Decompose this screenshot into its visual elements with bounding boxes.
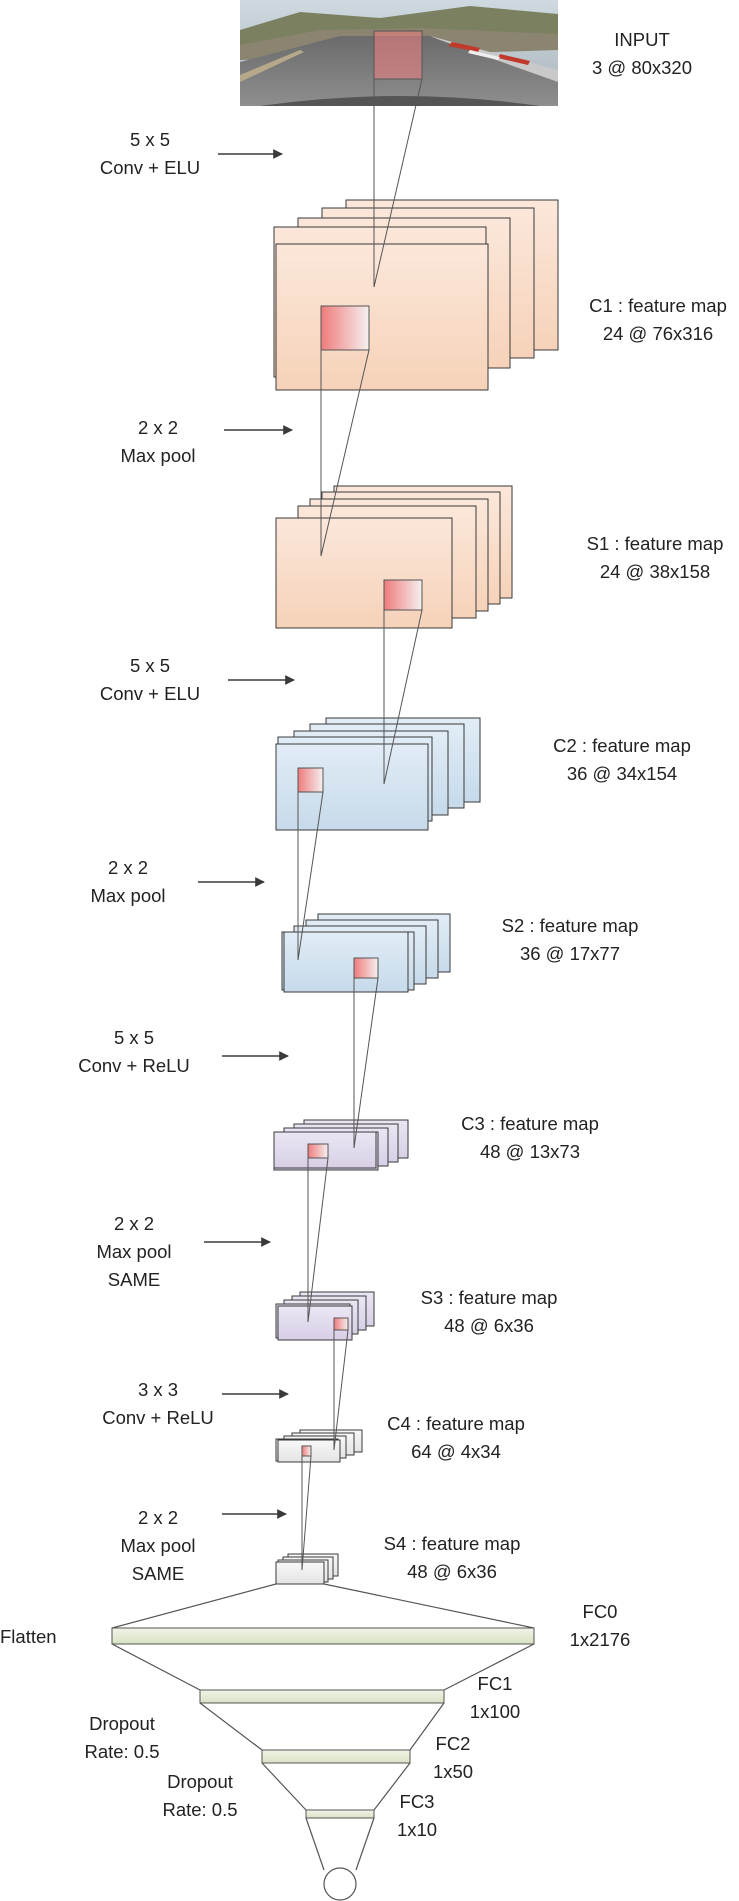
s1-title: S1 : feature map (587, 533, 724, 554)
s3-feature-map-stack (275, 1291, 375, 1341)
c4-feature-map-stack (275, 1429, 363, 1463)
operation-conv-3: 5 x 5 Conv + ReLU (78, 1027, 289, 1076)
s2-feature-map-stack (281, 913, 451, 993)
fc0-name: FC0 (583, 1601, 618, 1622)
operation-pool-1: 2 x 2 Max pool (120, 417, 293, 466)
fc1-size: 1x100 (470, 1701, 520, 1722)
svg-text:5 x 5: 5 x 5 (114, 1027, 154, 1048)
c1-title: C1 : feature map (589, 295, 727, 316)
fc2-size: 1x50 (433, 1761, 473, 1782)
s4-feature-map-stack (275, 1553, 339, 1585)
fc1-bar (199, 1689, 445, 1704)
dropout-2-title: Dropout (167, 1771, 233, 1792)
c4-title: C4 : feature map (387, 1413, 525, 1434)
svg-text:Max pool: Max pool (90, 885, 165, 906)
s3-size: 48 @ 6x36 (444, 1315, 534, 1336)
c2-feature-map-stack (275, 717, 481, 831)
s4-title: S4 : feature map (384, 1533, 521, 1554)
operation-conv-1: 5 x 5 Conv + ELU (100, 129, 283, 178)
svg-text:5 x 5: 5 x 5 (130, 129, 170, 150)
svg-text:2 x 2: 2 x 2 (138, 417, 178, 438)
dropout-1-rate: Rate: 0.5 (84, 1741, 159, 1762)
s2-title: S2 : feature map (502, 915, 639, 936)
fc2-bar (261, 1749, 411, 1764)
c3-size: 48 @ 13x73 (480, 1141, 580, 1162)
c2-size: 36 @ 34x154 (567, 763, 677, 784)
output-node (323, 1867, 357, 1901)
flatten-label: Flatten (0, 1626, 57, 1647)
fc3-name: FC3 (400, 1791, 435, 1812)
c1-feature-map-stack (273, 199, 559, 391)
svg-text:Conv + ReLU: Conv + ReLU (78, 1055, 190, 1076)
receptive-field-lines (297, 78, 423, 1571)
svg-text:Conv + ReLU: Conv + ReLU (102, 1407, 214, 1428)
svg-text:Conv + ELU: Conv + ELU (100, 157, 200, 178)
svg-text:2 x 2: 2 x 2 (114, 1213, 154, 1234)
c3-feature-map-stack (273, 1119, 409, 1171)
fc3-size: 1x10 (397, 1819, 437, 1840)
fc-funnel-lines (111, 1583, 535, 1871)
fc2-name: FC2 (436, 1733, 471, 1754)
operation-pool-3: 2 x 2 Max pool SAME (96, 1213, 271, 1290)
svg-text:2 x 2: 2 x 2 (138, 1507, 178, 1528)
s1-size: 24 @ 38x158 (600, 561, 710, 582)
operation-conv-2: 5 x 5 Conv + ELU (100, 655, 295, 704)
operation-pool-4: 2 x 2 Max pool SAME (120, 1507, 287, 1584)
dropout-1-title: Dropout (89, 1713, 155, 1734)
fc0-size: 1x2176 (570, 1629, 631, 1650)
input-title: INPUT (614, 29, 670, 50)
s1-feature-map-stack (275, 485, 513, 629)
svg-text:SAME: SAME (132, 1563, 184, 1584)
svg-text:SAME: SAME (108, 1269, 160, 1290)
s4-size: 48 @ 6x36 (407, 1561, 497, 1582)
operation-conv-4: 3 x 3 Conv + ReLU (102, 1379, 289, 1428)
svg-text:Max pool: Max pool (96, 1241, 171, 1262)
svg-text:5 x 5: 5 x 5 (130, 655, 170, 676)
svg-text:2 x 2: 2 x 2 (108, 857, 148, 878)
svg-text:Conv + ELU: Conv + ELU (100, 683, 200, 704)
s2-size: 36 @ 17x77 (520, 943, 620, 964)
s3-title: S3 : feature map (421, 1287, 558, 1308)
svg-text:Max pool: Max pool (120, 1535, 195, 1556)
c4-size: 64 @ 4x34 (411, 1441, 501, 1462)
fc0-bar (111, 1627, 535, 1645)
fc3-bar (305, 1809, 375, 1819)
dropout-2-rate: Rate: 0.5 (162, 1799, 237, 1820)
operation-pool-2: 2 x 2 Max pool (90, 857, 265, 906)
svg-text:Max pool: Max pool (120, 445, 195, 466)
c2-title: C2 : feature map (553, 735, 691, 756)
input-image (240, 0, 558, 106)
input-size: 3 @ 80x320 (592, 57, 692, 78)
c1-size: 24 @ 76x316 (603, 323, 713, 344)
fc1-name: FC1 (478, 1673, 513, 1694)
svg-text:3 x 3: 3 x 3 (138, 1379, 178, 1400)
c3-title: C3 : feature map (461, 1113, 599, 1134)
